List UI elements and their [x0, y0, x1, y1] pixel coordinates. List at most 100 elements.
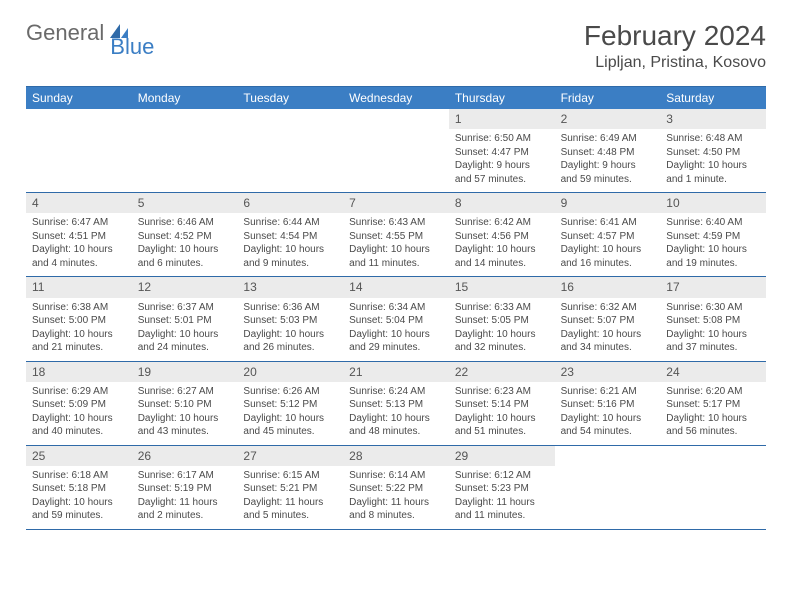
dow-wednesday: Wednesday [343, 87, 449, 109]
location-subtitle: Lipljan, Pristina, Kosovo [584, 54, 766, 72]
day-number: 7 [343, 193, 449, 213]
sunrise-text: Sunrise: 6:18 AM [32, 469, 126, 483]
sunset-text: Sunset: 5:13 PM [349, 398, 443, 412]
day-number: 2 [555, 109, 661, 129]
daylight-text: Daylight: 10 hours and 45 minutes. [243, 412, 337, 439]
daylight-text: Daylight: 10 hours and 32 minutes. [455, 328, 549, 355]
sunrise-text: Sunrise: 6:27 AM [138, 385, 232, 399]
day-cell: 21 Sunrise: 6:24 AMSunset: 5:13 PMDayligh… [343, 362, 449, 445]
sunset-text: Sunset: 5:17 PM [666, 398, 760, 412]
day-number: 21 [343, 362, 449, 382]
daylight-text: Daylight: 10 hours and 19 minutes. [666, 243, 760, 270]
week-row: 25Sunrise: 6:18 AMSunset: 5:18 PMDayligh… [26, 446, 766, 530]
day-number: 5 [132, 193, 238, 213]
week-row: 4Sunrise: 6:47 AMSunset: 4:51 PMDaylight… [26, 193, 766, 277]
day-cell [132, 109, 238, 192]
day-number: 12 [132, 277, 238, 297]
day-number: 14 [343, 277, 449, 297]
day-cell: 13Sunrise: 6:36 AMSunset: 5:03 PMDayligh… [237, 277, 343, 360]
day-cell: 14Sunrise: 6:34 AMSunset: 5:04 PMDayligh… [343, 277, 449, 360]
sunset-text: Sunset: 5:10 PM [138, 398, 232, 412]
day-number: 10 [660, 193, 766, 213]
sunrise-text: Sunrise: 6:38 AM [32, 301, 126, 315]
day-cell: 1Sunrise: 6:50 AMSunset: 4:47 PMDaylight… [449, 109, 555, 192]
sunset-text: Sunset: 5:03 PM [243, 314, 337, 328]
day-number: 26 [132, 446, 238, 466]
sunset-text: Sunset: 4:48 PM [561, 146, 655, 160]
sunrise-text: Sunrise: 6:40 AM [666, 216, 760, 230]
day-number: 24 [660, 362, 766, 382]
daylight-text: Daylight: 10 hours and 14 minutes. [455, 243, 549, 270]
day-number: 4 [26, 193, 132, 213]
day-number: 17 [660, 277, 766, 297]
sunset-text: Sunset: 4:56 PM [455, 230, 549, 244]
sunset-text: Sunset: 5:19 PM [138, 482, 232, 496]
sunset-text: Sunset: 5:18 PM [32, 482, 126, 496]
day-cell: 16Sunrise: 6:32 AMSunset: 5:07 PMDayligh… [555, 277, 661, 360]
sunset-text: Sunset: 5:05 PM [455, 314, 549, 328]
dow-monday: Monday [132, 87, 238, 109]
day-cell: 27Sunrise: 6:15 AMSunset: 5:21 PMDayligh… [237, 446, 343, 529]
day-cell: 24Sunrise: 6:20 AMSunset: 5:17 PMDayligh… [660, 362, 766, 445]
sunset-text: Sunset: 4:47 PM [455, 146, 549, 160]
sunrise-text: Sunrise: 6:48 AM [666, 132, 760, 146]
day-cell [660, 446, 766, 529]
sunset-text: Sunset: 4:54 PM [243, 230, 337, 244]
brand-general: General [26, 20, 104, 46]
day-cell: 4Sunrise: 6:47 AMSunset: 4:51 PMDaylight… [26, 193, 132, 276]
day-cell [555, 446, 661, 529]
day-number-empty [132, 109, 238, 127]
day-number: 8 [449, 193, 555, 213]
sunset-text: Sunset: 5:08 PM [666, 314, 760, 328]
week-row: 18Sunrise: 6:29 AMSunset: 5:09 PMDayligh… [26, 362, 766, 446]
daylight-text: Daylight: 10 hours and 11 minutes. [349, 243, 443, 270]
dow-saturday: Saturday [660, 87, 766, 109]
day-cell: 3Sunrise: 6:48 AMSunset: 4:50 PMDaylight… [660, 109, 766, 192]
day-cell: 23Sunrise: 6:21 AMSunset: 5:16 PMDayligh… [555, 362, 661, 445]
day-cell: 9Sunrise: 6:41 AMSunset: 4:57 PMDaylight… [555, 193, 661, 276]
sunrise-text: Sunrise: 6:17 AM [138, 469, 232, 483]
sunrise-text: Sunrise: 6:46 AM [138, 216, 232, 230]
sunrise-text: Sunrise: 6:24 AM [349, 385, 443, 399]
daylight-text: Daylight: 9 hours and 59 minutes. [561, 159, 655, 186]
daylight-text: Daylight: 10 hours and 48 minutes. [349, 412, 443, 439]
brand-blue: Blue [110, 34, 154, 60]
day-cell: 12Sunrise: 6:37 AMSunset: 5:01 PMDayligh… [132, 277, 238, 360]
daylight-text: Daylight: 10 hours and 34 minutes. [561, 328, 655, 355]
day-number: 27 [237, 446, 343, 466]
daylight-text: Daylight: 10 hours and 1 minute. [666, 159, 760, 186]
dow-tuesday: Tuesday [237, 87, 343, 109]
sunset-text: Sunset: 5:21 PM [243, 482, 337, 496]
daylight-text: Daylight: 11 hours and 5 minutes. [243, 496, 337, 523]
daylight-text: Daylight: 10 hours and 9 minutes. [243, 243, 337, 270]
sunset-text: Sunset: 4:51 PM [32, 230, 126, 244]
daylight-text: Daylight: 10 hours and 26 minutes. [243, 328, 337, 355]
sunrise-text: Sunrise: 6:37 AM [138, 301, 232, 315]
sunrise-text: Sunrise: 6:41 AM [561, 216, 655, 230]
day-number: 19 [132, 362, 238, 382]
page-header: General Blue February 2024 Lipljan, Pris… [26, 20, 766, 72]
day-cell: 28Sunrise: 6:14 AMSunset: 5:22 PMDayligh… [343, 446, 449, 529]
day-cell: 17Sunrise: 6:30 AMSunset: 5:08 PMDayligh… [660, 277, 766, 360]
day-cell: 20Sunrise: 6:26 AMSunset: 5:12 PMDayligh… [237, 362, 343, 445]
sunrise-text: Sunrise: 6:36 AM [243, 301, 337, 315]
daylight-text: Daylight: 10 hours and 16 minutes. [561, 243, 655, 270]
sunrise-text: Sunrise: 6:30 AM [666, 301, 760, 315]
sunrise-text: Sunrise: 6:23 AM [455, 385, 549, 399]
week-row: 1Sunrise: 6:50 AMSunset: 4:47 PMDaylight… [26, 109, 766, 193]
sunset-text: Sunset: 5:09 PM [32, 398, 126, 412]
daylight-text: Daylight: 10 hours and 54 minutes. [561, 412, 655, 439]
daylight-text: Daylight: 10 hours and 29 minutes. [349, 328, 443, 355]
daylight-text: Daylight: 10 hours and 21 minutes. [32, 328, 126, 355]
day-cell: 19Sunrise: 6:27 AMSunset: 5:10 PMDayligh… [132, 362, 238, 445]
day-number: 23 [555, 362, 661, 382]
month-title: February 2024 [584, 20, 766, 52]
sunset-text: Sunset: 4:52 PM [138, 230, 232, 244]
day-number-empty [237, 109, 343, 127]
day-cell: 2Sunrise: 6:49 AMSunset: 4:48 PMDaylight… [555, 109, 661, 192]
day-number-empty [343, 109, 449, 127]
sunset-text: Sunset: 5:07 PM [561, 314, 655, 328]
day-number: 20 [237, 362, 343, 382]
sunset-text: Sunset: 5:16 PM [561, 398, 655, 412]
sunrise-text: Sunrise: 6:34 AM [349, 301, 443, 315]
